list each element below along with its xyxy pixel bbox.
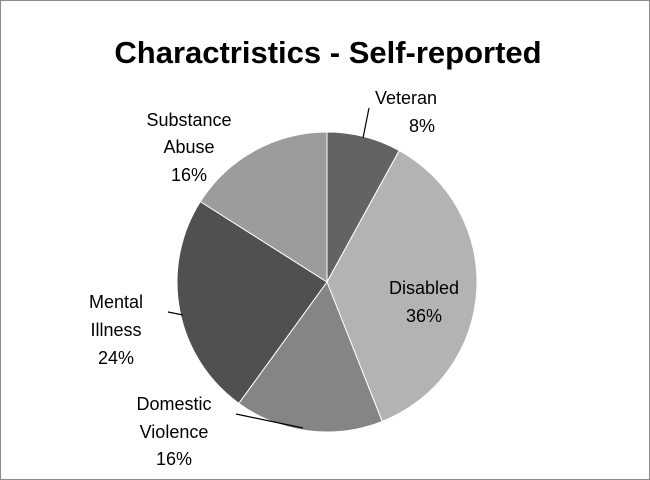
slice-percent-label: 36% [406, 306, 442, 326]
slice-name-label: Domestic [136, 394, 211, 414]
slice-percent-label: 16% [156, 449, 192, 469]
slice-percent-label: 24% [98, 348, 134, 368]
data-labels: Veteran 8% Disabled 36% Domestic Violence 16% M… [89, 88, 459, 469]
pie-slice-mental-illness [176, 200, 328, 405]
slice-name-label: Mental [89, 292, 143, 312]
slice-name-label: Substance [146, 110, 231, 130]
chart-title: Charactristics - Self-reported [114, 35, 541, 70]
pie-slice-domestic-violence [238, 280, 383, 433]
leader-line [235, 413, 304, 429]
leader-lines [167, 107, 370, 429]
slice-name-label: Veteran [375, 88, 437, 108]
leader-line [167, 311, 184, 316]
slice-name-label: Abuse [163, 137, 214, 157]
slice-name-label: Violence [140, 422, 209, 442]
slice-percent-label: 16% [171, 165, 207, 185]
pie-slices [176, 131, 478, 433]
slice-percent-label: 8% [409, 116, 435, 136]
leader-line [362, 107, 370, 139]
slice-name-label: Disabled [389, 278, 459, 298]
pie-slice-substance-abuse [199, 131, 328, 283]
slice-name-label: Illness [90, 320, 141, 340]
pie-slice-disabled [326, 149, 478, 423]
